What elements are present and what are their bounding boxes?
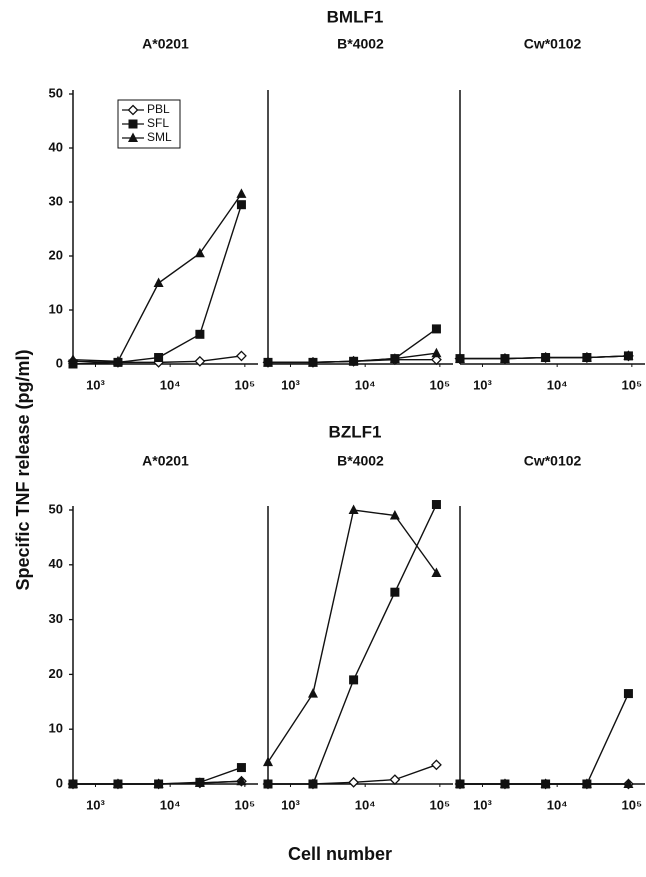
marker <box>431 567 442 578</box>
x-tick-label: 10³ <box>281 377 300 392</box>
chart-title: Cw*0102 <box>524 36 582 52</box>
x-tick-label: 10⁴ <box>547 797 568 812</box>
x-tick-label: 10⁵ <box>430 377 451 392</box>
marker <box>236 350 247 362</box>
marker <box>194 247 205 258</box>
marker <box>236 200 246 210</box>
y-tick-label: 0 <box>56 775 63 790</box>
marker <box>389 774 401 786</box>
series-line <box>72 193 243 363</box>
marker <box>389 509 400 520</box>
y-tick-label: 20 <box>49 666 63 681</box>
x-tick-label: 10³ <box>473 797 492 812</box>
legend-label: SFL <box>147 116 169 130</box>
marker <box>348 776 360 788</box>
legend-marker <box>127 104 139 116</box>
marker <box>581 778 592 788</box>
x-tick-label: 10³ <box>281 797 300 812</box>
x-tick-label: 10⁴ <box>355 377 376 392</box>
y-tick-label: 10 <box>49 721 63 736</box>
marker <box>623 778 634 788</box>
x-tick-label: 10⁵ <box>430 797 451 812</box>
legend-marker <box>128 132 138 142</box>
x-tick-label: 10³ <box>473 377 492 392</box>
y-tick-label: 30 <box>49 611 63 626</box>
legend-label: PBL <box>147 102 170 116</box>
marker <box>236 775 247 786</box>
x-tick-label: 10⁵ <box>235 797 256 812</box>
marker <box>194 777 205 787</box>
x-tick-label: 10³ <box>86 377 105 392</box>
marker <box>540 778 551 788</box>
y-tick-label: 20 <box>49 247 63 262</box>
y-tick-label: 40 <box>49 139 63 154</box>
x-axis-label: Cell number <box>288 844 392 864</box>
chart-title: Cw*0102 <box>524 453 582 469</box>
marker <box>499 353 510 363</box>
marker <box>263 779 273 789</box>
legend-marker <box>128 119 138 129</box>
marker <box>455 353 465 363</box>
marker <box>236 188 247 198</box>
marker <box>431 354 442 366</box>
marker <box>499 778 510 788</box>
marker <box>581 352 592 362</box>
marker <box>153 277 164 287</box>
marker <box>154 353 164 363</box>
y-axis-label: Specific TNF release (pg/ml) <box>13 349 33 590</box>
x-tick-label: 10⁵ <box>622 797 643 812</box>
marker <box>194 355 206 367</box>
marker <box>308 779 318 789</box>
x-tick-label: 10⁴ <box>160 377 181 392</box>
marker <box>112 778 123 788</box>
marker <box>431 324 441 334</box>
marker <box>348 504 359 514</box>
x-tick-label: 10⁴ <box>160 797 181 812</box>
marker <box>263 356 273 367</box>
x-tick-label: 10⁴ <box>547 377 568 392</box>
marker <box>263 756 273 767</box>
legend-label: SML <box>147 130 172 144</box>
marker <box>68 359 78 369</box>
marker <box>390 587 400 597</box>
x-tick-label: 10⁵ <box>235 377 256 392</box>
x-tick-label: 10⁴ <box>355 797 376 812</box>
marker <box>307 688 318 698</box>
marker <box>540 352 551 362</box>
chart-title: B*4002 <box>337 36 384 52</box>
marker <box>431 500 441 510</box>
x-tick-label: 10⁵ <box>622 377 643 392</box>
marker <box>112 355 123 366</box>
y-tick-label: 50 <box>49 501 63 516</box>
chart-title: A*0201 <box>142 453 189 469</box>
x-tick-label: 10³ <box>86 797 105 812</box>
y-tick-label: 50 <box>49 85 63 100</box>
marker <box>195 329 205 339</box>
marker <box>68 354 78 364</box>
series-line <box>267 509 437 763</box>
y-tick-label: 40 <box>49 556 63 571</box>
marker <box>623 350 634 360</box>
marker <box>236 763 246 773</box>
y-tick-label: 30 <box>49 193 63 208</box>
marker <box>68 778 78 788</box>
marker <box>307 356 318 367</box>
marker <box>389 353 400 363</box>
marker <box>153 778 164 788</box>
series-line <box>268 504 438 785</box>
series-line <box>460 693 630 785</box>
section-title: BZLF1 <box>329 422 382 441</box>
marker <box>455 778 465 788</box>
marker <box>431 759 442 771</box>
marker <box>431 347 442 358</box>
chart-title: A*0201 <box>142 36 189 52</box>
y-tick-label: 0 <box>56 355 63 370</box>
section-title: BMLF1 <box>327 7 384 26</box>
marker <box>623 689 633 699</box>
marker <box>349 675 359 685</box>
marker <box>348 355 359 366</box>
chart-title: B*4002 <box>337 453 384 469</box>
y-tick-label: 10 <box>49 301 63 316</box>
